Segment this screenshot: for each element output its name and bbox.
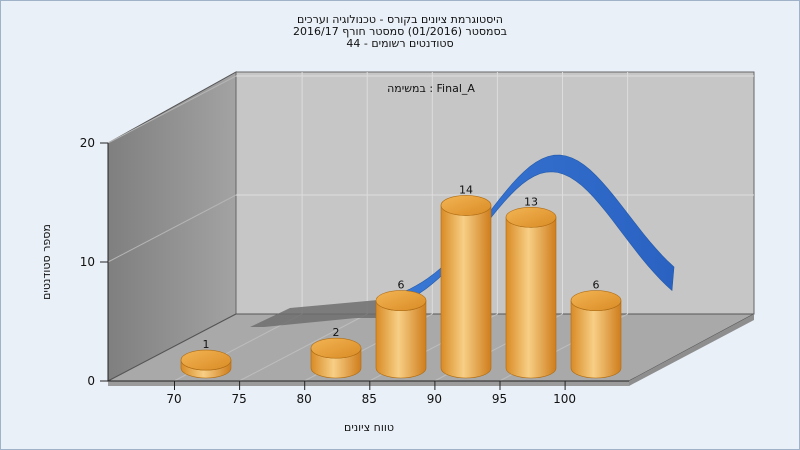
grid-line-side [107, 75, 237, 144]
chart-back-wall [235, 71, 755, 315]
x-tick-label: 70 [166, 392, 181, 406]
y-tick-label: 10 [80, 255, 95, 269]
x-tick-label: 90 [427, 392, 442, 406]
bar-top [505, 207, 557, 228]
grid-line-floor [238, 313, 368, 382]
chart-floor-edge [629, 314, 754, 386]
bar: 1 [180, 338, 232, 379]
bar-body [570, 300, 622, 379]
x-tick-label: 85 [362, 392, 377, 406]
bar-value-label: 6 [398, 279, 405, 292]
bar-body [375, 300, 427, 379]
bar-top [375, 290, 427, 311]
bar: 2 [310, 326, 362, 379]
axis-layer: 0 10 20 70 75 80 85 90 95 100 [80, 136, 629, 406]
y-axis-label: מספר סטודנטים [40, 224, 53, 300]
grid-line-side [107, 194, 237, 263]
bar-value-label: 2 [333, 326, 340, 339]
bar: 6 [570, 279, 622, 379]
x-tick-label: 75 [231, 392, 246, 406]
bar-value-label: 14 [459, 183, 473, 196]
x-tick-label: 95 [492, 392, 507, 406]
y-tick-label: 20 [80, 136, 95, 150]
y-tick-label: 0 [87, 374, 95, 388]
chart-floor-front [108, 381, 629, 386]
x-axis-label: טווח ציונים [344, 421, 394, 434]
bar-top [440, 195, 492, 216]
curve-shadow-layer [250, 300, 378, 327]
bar: 14 [440, 183, 492, 379]
chart-annotation: במשימה : Final_A [387, 82, 475, 95]
x-tick-label: 80 [297, 392, 312, 406]
bar-value-label: 13 [524, 195, 538, 208]
bar-top [310, 337, 362, 359]
curve-shadow [250, 300, 378, 327]
bar-body [505, 217, 557, 379]
bar-top [180, 349, 232, 371]
bar: 6 [375, 279, 427, 379]
bars-layer: 1 2 6 14 13 6 [180, 183, 622, 379]
chart-title-line-2: בסמסטר (01/2016) סמסטר חורף 2016/17 [293, 25, 507, 38]
bar-top [570, 290, 622, 311]
bar-value-label: 1 [203, 338, 210, 351]
chart-title-line-3: סטודנטים רשומים - 44 [346, 37, 454, 50]
x-tick-label: 100 [553, 392, 576, 406]
bar: 13 [505, 195, 557, 379]
bar-value-label: 6 [593, 279, 600, 292]
chart-title-line-1: היסטוגרמת ציונים בקורס - טכנולוגיה וערכי… [297, 13, 503, 26]
bar-body [440, 205, 492, 379]
